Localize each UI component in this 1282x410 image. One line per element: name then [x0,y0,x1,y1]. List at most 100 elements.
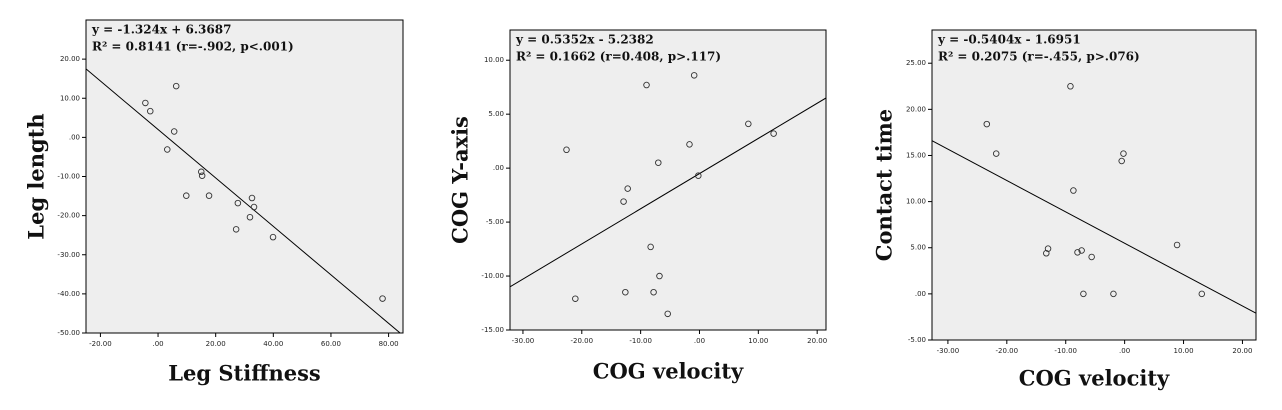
point [250,203,258,211]
x-tick-label: -10.00 [1054,347,1077,355]
point [198,168,205,176]
point [624,185,631,192]
y-tick-label: 5.00 [488,110,504,118]
point [1110,290,1117,298]
y-axis-label: Leg length [24,113,49,239]
y-tick-label: -10.00 [481,272,504,280]
x-axis-label: COG velocity [1019,366,1170,391]
point [1120,150,1127,157]
point [622,288,629,296]
y-tick-label: 10.00 [484,56,504,64]
point [164,146,171,153]
point [695,172,702,179]
y-axis-label: Contact time [872,109,897,261]
point [563,146,570,154]
annotation: R² = 0.8141 (r=-.902, p<.001) [92,40,294,54]
x-tick-label: .00 [1119,347,1130,355]
x-tick-label: 40.00 [263,340,283,348]
x-axis-label: COG velocity [593,359,744,384]
plot-area [85,19,404,334]
point [379,295,386,302]
point [234,199,242,207]
point [232,226,240,233]
annotation: y = -0.5404x - 1.6951 [937,33,1081,47]
point [1198,290,1206,298]
point [246,213,254,221]
point [205,192,213,199]
y-tick-label: -10.00 [57,173,80,181]
y-tick-label: 10.00 [60,94,80,102]
annotation: R² = 0.2075 (r=-.455, p>.076) [938,50,1140,64]
x-tick-label: -30.00 [937,347,960,355]
x-tick-label: 10.00 [1174,347,1194,355]
y-tick-label: 20.00 [60,55,80,63]
point [983,120,991,128]
point [248,194,256,202]
point [198,172,206,179]
x-axis-label: Leg Stiffness [168,361,320,386]
y-tick-label: -20.00 [57,212,80,220]
x-tick-label: -20.00 [996,347,1019,355]
plot-area [931,29,1257,341]
y-tick-label: -40.00 [57,290,80,298]
y-tick-label: .00 [69,133,80,141]
point [647,243,654,251]
trend-line [86,68,401,333]
y-tick-label: 25.00 [906,59,926,67]
point [1043,250,1050,257]
point [1173,241,1181,249]
point [992,150,1000,157]
point [655,159,662,166]
x-tick-label: -10.00 [629,337,652,345]
y-tick-label: 5.00 [910,244,926,252]
annotation: R² = 0.1662 (r=0.408, p>.117) [516,50,721,64]
x-tick-label: 20.00 [807,337,827,345]
x-tick-label: .00 [152,340,163,348]
point [1067,83,1074,90]
point [269,233,277,241]
point [1078,247,1085,254]
x-tick-label: 60.00 [321,340,341,348]
annotation: y = -1.324x + 6.3687 [91,23,231,37]
y-tick-label: 20.00 [906,105,926,113]
point [172,82,180,90]
point [745,120,752,128]
point [147,107,154,115]
point [770,130,777,137]
y-tick-label: -50.00 [57,329,80,337]
x-tick-label: 20.00 [206,340,226,348]
point [170,128,178,135]
point [183,192,190,199]
point [686,141,693,148]
y-tick-label: .00 [493,164,504,172]
point [1088,253,1095,261]
point [1074,249,1081,256]
point [643,81,650,89]
trend-line [510,97,826,288]
point [650,288,657,296]
x-tick-label: -20.00 [571,337,594,345]
point [142,99,149,107]
trend-line [932,140,1256,314]
x-tick-label: 80.00 [379,340,399,348]
x-tick-label: -20.00 [89,340,112,348]
point [664,310,671,318]
y-tick-label: -15.00 [481,326,504,334]
point [620,198,627,205]
y-tick-label: 10.00 [906,198,926,206]
point [1118,157,1125,165]
plot-area [509,29,827,331]
point [572,295,579,302]
y-tick-label: 15.00 [906,151,926,159]
y-axis-label: COG Y-axis [448,116,473,244]
annotation: y = 0.5352x - 5.2382 [515,33,654,47]
y-tick-label: .00 [915,290,926,298]
y-tick-label: -5.00 [486,218,504,226]
point [1080,290,1087,298]
y-tick-label: -5.00 [908,336,926,344]
x-tick-label: 10.00 [748,337,768,345]
x-tick-label: -30.00 [512,337,535,345]
point [690,72,698,79]
y-tick-label: -30.00 [57,251,80,259]
